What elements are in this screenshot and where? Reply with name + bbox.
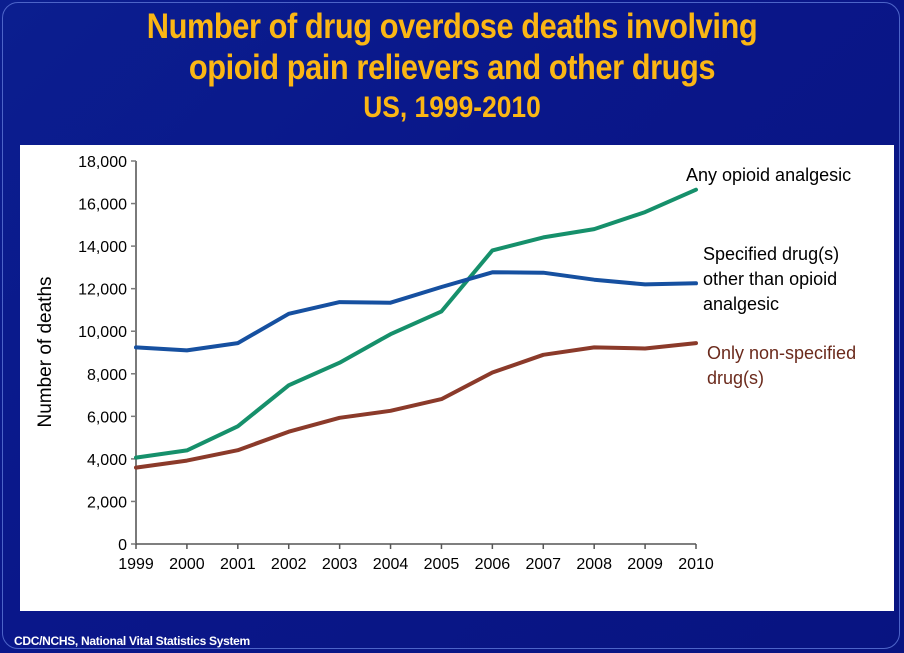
line-chart: 0 2,000 4,000 6,000 8,000 10,000 12,000 14,000 1… (35, 154, 856, 573)
series-label-2: other than opioid (703, 269, 837, 289)
y-tick-label: 4,000 (87, 452, 127, 469)
x-tick-label: 2007 (525, 556, 561, 573)
x-tick-label: 2005 (424, 556, 460, 573)
chart-series (134, 187, 698, 470)
slide-subtitle: US, 1999-2010 (363, 91, 541, 124)
series-label-2: Specified drug(s) (703, 244, 839, 264)
slide-title-block: Number of drug overdose deaths involving… (0, 6, 904, 127)
slide-title-line-1: Number of drug overdose deaths involving (146, 7, 758, 46)
y-tick-label: 0 (118, 537, 127, 554)
y-tick-label: 6,000 (87, 409, 127, 426)
series-line-3 (134, 341, 698, 470)
x-tick-label: 2001 (220, 556, 256, 573)
x-tick-label: 2000 (169, 556, 205, 573)
x-tick-label: 2002 (271, 556, 307, 573)
x-tick-label: 2006 (475, 556, 511, 573)
series-line-2 (134, 270, 698, 353)
x-tick-label: 2004 (373, 556, 409, 573)
chart-panel: 0 2,000 4,000 6,000 8,000 10,000 12,000 14,000 1… (20, 145, 894, 611)
y-axis-label: Number of deaths (35, 276, 56, 427)
y-tick-label: 16,000 (78, 197, 127, 214)
y-tick-label: 2,000 (87, 494, 127, 511)
series-label-1: Any opioid analgesic (686, 165, 851, 185)
chart-axes: 0 2,000 4,000 6,000 8,000 10,000 12,000 14,000 1… (78, 154, 714, 573)
x-tick-label: 1999 (118, 556, 154, 573)
x-tick-label: 2008 (576, 556, 612, 573)
y-tick-label: 12,000 (78, 282, 127, 299)
series-label-3: drug(s) (707, 368, 764, 388)
y-tick-label: 14,000 (78, 239, 127, 256)
x-tick-label: 2003 (322, 556, 358, 573)
series-label-2: analgesic (703, 294, 779, 314)
y-tick-label: 18,000 (78, 154, 127, 171)
y-tick-label: 8,000 (87, 367, 127, 384)
x-tick-label: 2009 (627, 556, 663, 573)
chart-series-labels: Any opioid analgesic Specified drug(s) oth… (686, 165, 856, 388)
slide-title-line-2: opioid pain relievers and other drugs (188, 48, 716, 87)
series-line-1 (134, 187, 698, 460)
source-footnote: CDC/NCHS, National Vital Statistics Syst… (14, 634, 250, 648)
x-tick-label: 2010 (678, 556, 714, 573)
y-tick-label: 10,000 (78, 324, 127, 341)
series-label-3: Only non-specified (707, 343, 856, 363)
